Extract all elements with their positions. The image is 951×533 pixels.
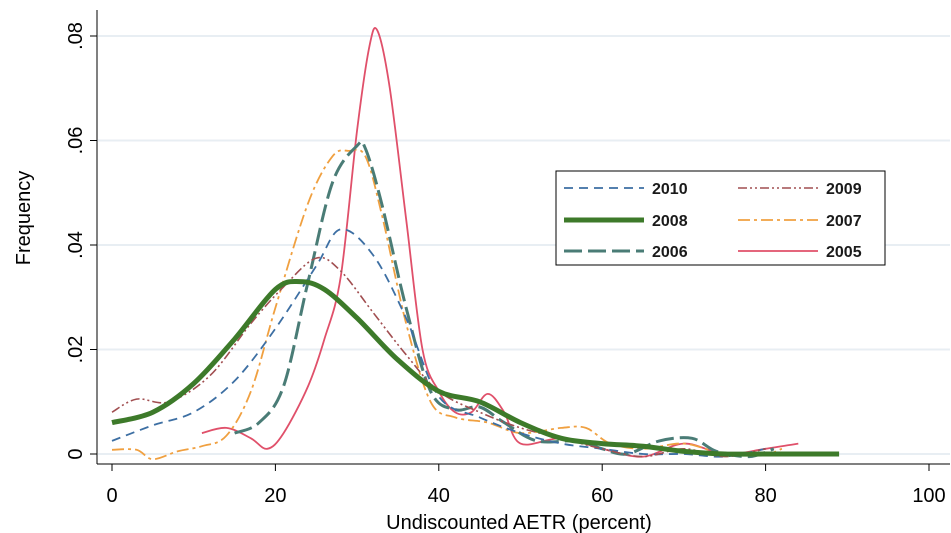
series-line-2007 — [111, 148, 783, 461]
x-tick-label: 100 — [912, 485, 945, 507]
series-line-2008 — [111, 278, 840, 457]
y-tick-label: .02 — [65, 336, 87, 364]
ticks: 0 .02 .04 .06 .08 0 20 40 60 80 100 — [65, 22, 946, 507]
x-tick-label: 80 — [754, 485, 776, 507]
series-line-2009 — [111, 256, 766, 458]
x-axis-title: Undiscounted AETR (percent) — [386, 512, 652, 533]
legend-label-2005: 2005 — [826, 244, 862, 261]
series-line-2010 — [111, 228, 766, 458]
legend-label-2007: 2007 — [826, 213, 862, 230]
legend-label-2009: 2009 — [826, 181, 862, 198]
y-tick-label: .06 — [65, 127, 87, 155]
x-tick-label: 20 — [264, 485, 286, 507]
y-axis-title: Frequency — [13, 171, 35, 266]
axes — [96, 10, 950, 465]
x-tick-label: 0 — [106, 485, 117, 507]
y-tick-label: .08 — [65, 22, 87, 50]
x-tick-label: 60 — [591, 485, 613, 507]
x-tick-label: 40 — [428, 485, 450, 507]
y-tick-label: .04 — [65, 231, 87, 259]
legend-label-2008: 2008 — [652, 213, 688, 230]
series-lines — [111, 27, 840, 461]
legend-label-2010: 2010 — [652, 181, 688, 198]
legend: 2010 2009 2008 2007 2006 2005 — [555, 170, 886, 266]
legend-label-2006: 2006 — [652, 244, 688, 261]
y-tick-label: 0 — [65, 448, 87, 459]
